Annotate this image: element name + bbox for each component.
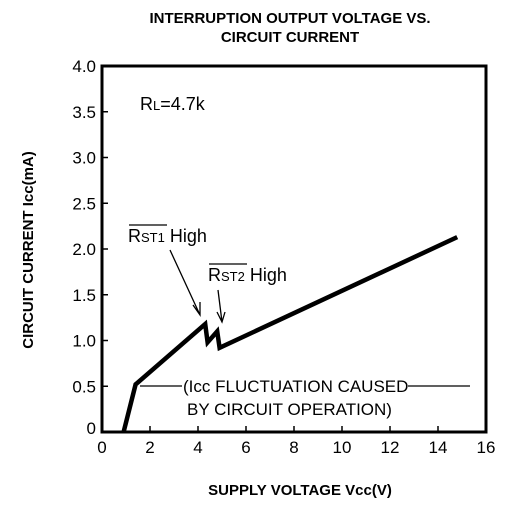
x-tick-label: 2 xyxy=(145,438,154,457)
x-axis-label: SUPPLY VOLTAGE Vcc(V) xyxy=(208,482,392,499)
annotation: RL=4.7k xyxy=(140,94,206,114)
plot-frame xyxy=(100,64,488,434)
x-tick-label: 10 xyxy=(333,438,352,457)
x-tick-label: 14 xyxy=(429,438,448,457)
y-tick-label: 0 xyxy=(87,419,96,438)
chart-title: CIRCUIT CURRENT xyxy=(221,29,359,46)
annotation: RST2 High xyxy=(208,265,287,285)
x-tick-label: 4 xyxy=(193,438,202,457)
x-tick-label: 16 xyxy=(477,438,496,457)
x-tick-label: 12 xyxy=(381,438,400,457)
y-axis-label: CIRCUIT CURRENT Icc(mA) xyxy=(20,151,37,349)
y-tick-label: 3.0 xyxy=(72,149,96,168)
chart-title: INTERRUPTION OUTPUT VOLTAGE VS. xyxy=(149,10,430,27)
y-tick-label: 1.0 xyxy=(72,332,96,351)
x-tick-label: 0 xyxy=(97,438,106,457)
y-tick-label: 0.5 xyxy=(72,377,96,396)
y-tick-label: 2.5 xyxy=(72,194,96,213)
y-tick-label: 2.0 xyxy=(72,240,96,259)
y-tick-label: 1.5 xyxy=(72,286,96,305)
y-tick-label: 3.5 xyxy=(72,103,96,122)
x-tick-label: 6 xyxy=(241,438,250,457)
x-tick-label: 8 xyxy=(289,438,298,457)
annotation: RST1 High xyxy=(128,226,207,246)
annotation: (Icc FLUCTUATION CAUSED xyxy=(183,377,408,396)
arrow xyxy=(216,289,226,324)
arrow xyxy=(169,249,201,318)
data-line xyxy=(121,235,459,433)
y-tick-label: 4.0 xyxy=(72,57,96,76)
annotation: BY CIRCUIT OPERATION) xyxy=(187,400,392,419)
